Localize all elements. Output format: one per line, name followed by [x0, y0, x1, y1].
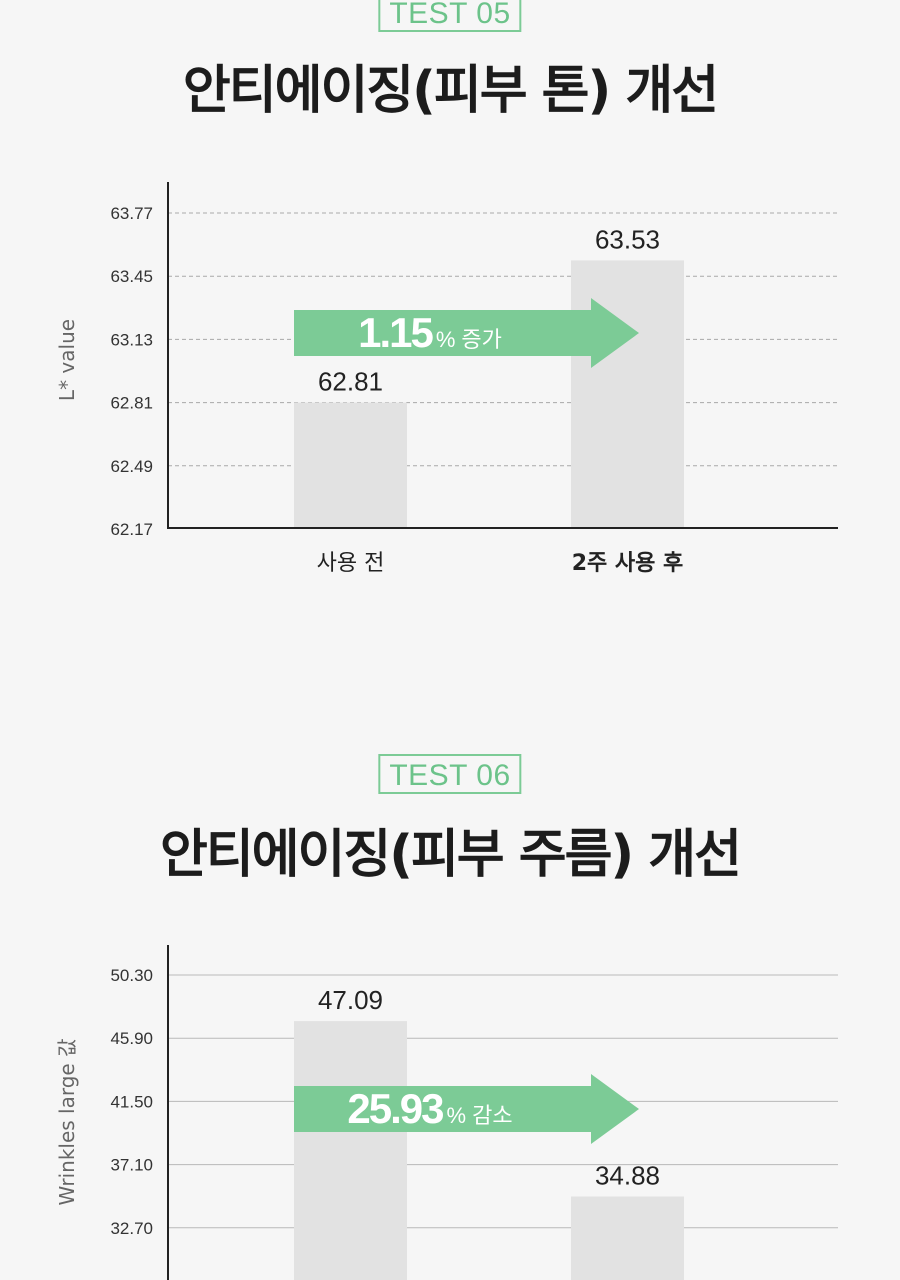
y-tick-label: 37.10 [110, 1156, 153, 1175]
change-value: 25.93 [347, 1085, 443, 1132]
y-tick-label: 63.77 [110, 204, 153, 223]
change-value: 1.15 [358, 309, 433, 356]
bar [294, 1021, 407, 1280]
y-tick-label: 62.17 [110, 520, 153, 539]
y-tick-label: 62.81 [110, 394, 153, 413]
section-title: 안티에이징(피부 톤) 개선 [182, 61, 719, 121]
test-badge: TEST 05 [378, 0, 522, 32]
increase-arrow [294, 1074, 639, 1144]
data-label: 63.53 [595, 224, 660, 254]
change-label: 감소 [472, 1104, 512, 1129]
change-unit: % [436, 327, 456, 352]
y-axis-label: L* value [55, 319, 79, 401]
bar [294, 402, 407, 528]
y-axis-label: Wrinkles large 값 [55, 1039, 79, 1206]
change-callout: 25.93% 감소 [347, 1085, 512, 1132]
skin-tone-chart: 63.77 63.45 63.13 62.81 62.49 62.17 62.81 사용 전 6… [55, 182, 838, 576]
increase-arrow [294, 298, 639, 368]
y-tick-label: 50.30 [110, 966, 153, 985]
test-badge: TEST 06 [378, 754, 522, 794]
change-callout: 1.15% 증가 [358, 309, 502, 356]
y-tick-label: 32.70 [110, 1219, 153, 1238]
y-tick-label: 45.90 [110, 1029, 153, 1048]
x-tick-label: 2주 사용 후 [572, 551, 684, 576]
y-tick-label: 63.45 [110, 267, 153, 286]
section-title: 안티에이징(피부 주름) 개선 [160, 825, 742, 885]
test05-section: TEST 05 안티에이징(피부 톤) 개선 63.77 63.45 63.13 62… [55, 0, 838, 576]
change-unit: % [447, 1103, 467, 1128]
y-tick-label: 41.50 [110, 1092, 153, 1111]
y-tick-label: 63.13 [110, 330, 153, 349]
change-label: 증가 [461, 328, 501, 353]
bar [571, 1196, 684, 1280]
y-tick-label: 62.49 [110, 457, 153, 476]
bar [571, 260, 684, 528]
data-label: 34.88 [595, 1160, 660, 1190]
data-label: 47.09 [318, 985, 383, 1015]
data-label: 62.81 [318, 367, 383, 397]
x-tick-label: 사용 전 [317, 551, 385, 576]
